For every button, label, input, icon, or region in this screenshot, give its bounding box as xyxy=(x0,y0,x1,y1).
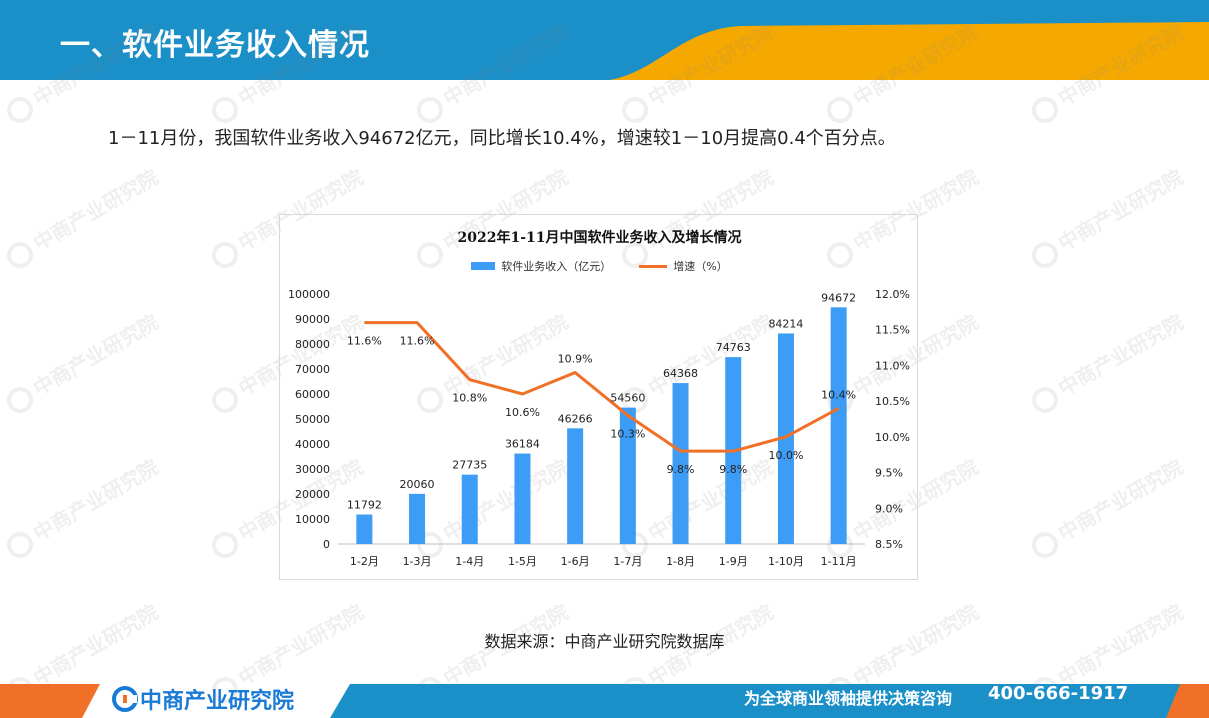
y-left-tick-label: 0 xyxy=(323,538,330,551)
bar-revenue xyxy=(567,428,584,544)
growth-value-label: 9.8% xyxy=(719,463,747,476)
x-tick-label: 1-6月 xyxy=(561,555,590,568)
bar-revenue xyxy=(619,407,636,544)
watermark-text: 中商产业研究院 xyxy=(1054,455,1187,546)
footer-slogan: 为全球商业领袖提供决策咨询 xyxy=(744,689,953,708)
growth-value-label: 9.8% xyxy=(667,463,695,476)
bar-value-label: 54560 xyxy=(610,392,645,405)
y-right-tick-label: 12.0% xyxy=(875,288,910,301)
company-logo-icon xyxy=(112,686,138,712)
growth-value-label: 10.3% xyxy=(610,427,645,440)
header-banner: 一、软件业务收入情况 xyxy=(0,0,1209,80)
watermark-text: 中商产业研究院 xyxy=(29,165,162,256)
x-tick-label: 1-3月 xyxy=(403,555,432,568)
bar-value-label: 11792 xyxy=(347,499,382,512)
chart-container: 2022年1-11月中国软件业务收入及增长情况 软件业务收入（亿元） 增速（%）… xyxy=(279,214,918,580)
y-left-tick-label: 60000 xyxy=(295,388,330,401)
watermark: 中商产业研究院 xyxy=(6,310,162,413)
watermark: 中商产业研究院 xyxy=(6,455,162,558)
watermark: 中商产业研究院 xyxy=(6,165,162,268)
x-tick-label: 1-10月 xyxy=(768,555,804,568)
bar-value-label: 74763 xyxy=(716,341,751,354)
x-tick-label: 1-4月 xyxy=(455,555,484,568)
bar-value-label: 84214 xyxy=(768,317,803,330)
y-right-tick-label: 8.5% xyxy=(875,538,903,551)
chart-legend: 软件业务收入（亿元） 增速（%） xyxy=(280,258,919,274)
y-left-tick-label: 50000 xyxy=(295,413,330,426)
watermark-text: 中商产业研究院 xyxy=(29,455,162,546)
footer-banner xyxy=(0,680,1209,718)
bar-value-label: 46266 xyxy=(558,412,593,425)
y-left-tick-label: 80000 xyxy=(295,338,330,351)
legend-label-revenue: 软件业务收入（亿元） xyxy=(501,260,612,273)
x-tick-label: 1-7月 xyxy=(613,555,642,568)
watermark: 中商产业研究院 xyxy=(1032,310,1187,413)
bar-revenue xyxy=(672,383,689,544)
legend-label-growth: 增速（%） xyxy=(673,260,728,273)
intro-paragraph: 1－11月份，我国软件业务收入94672亿元，同比增长10.4%，增速较1－10… xyxy=(108,128,896,149)
bar-revenue xyxy=(409,493,426,544)
y-right-tick-label: 10.5% xyxy=(875,395,910,408)
footer-background xyxy=(0,684,1209,718)
watermark-text: 中商产业研究院 xyxy=(1054,165,1187,256)
y-right-tick-label: 10.0% xyxy=(875,431,910,444)
growth-line xyxy=(364,321,840,453)
bar-value-label: 20060 xyxy=(400,478,435,491)
growth-value-label: 10.0% xyxy=(768,449,803,462)
y-right-tick-label: 11.0% xyxy=(875,359,910,372)
page-title: 一、软件业务收入情况 xyxy=(60,28,370,63)
data-source: 数据来源：中商产业研究院数据库 xyxy=(484,632,725,651)
y-left-tick-label: 40000 xyxy=(295,438,330,451)
bar-revenue xyxy=(777,333,794,544)
y-left-tick-label: 100000 xyxy=(288,288,330,301)
y-right-tick-label: 9.5% xyxy=(875,467,903,480)
growth-value-label: 10.6% xyxy=(505,406,540,419)
y-right-tick-label: 9.0% xyxy=(875,502,903,515)
bar-revenue xyxy=(514,453,531,544)
growth-value-label: 11.6% xyxy=(400,335,435,348)
y-left-tick-label: 30000 xyxy=(295,463,330,476)
header-background xyxy=(0,0,1209,80)
bar-value-label: 94672 xyxy=(821,291,856,304)
company-logo-text: 中商产业研究院 xyxy=(140,689,295,714)
y-left-tick-label: 90000 xyxy=(295,313,330,326)
growth-value-label: 10.4% xyxy=(821,388,856,401)
legend-line-swatch xyxy=(639,264,668,268)
growth-value-label: 11.6% xyxy=(347,335,382,348)
bar-revenue xyxy=(830,307,847,544)
watermark-text: 中商产业研究院 xyxy=(29,310,162,401)
x-tick-label: 1-11月 xyxy=(821,555,857,568)
bar-revenue xyxy=(356,514,373,544)
footer-phone: 400-666-1917 xyxy=(988,683,1129,704)
x-tick-label: 1-9月 xyxy=(719,555,748,568)
bar-revenue xyxy=(461,474,478,544)
bar-value-label: 36184 xyxy=(505,438,540,451)
x-tick-label: 1-2月 xyxy=(350,555,379,568)
legend-item-revenue: 软件业务收入（亿元） xyxy=(471,258,611,274)
y-left-tick-label: 70000 xyxy=(295,363,330,376)
watermark-text: 中商产业研究院 xyxy=(1054,310,1187,401)
y-left-tick-label: 20000 xyxy=(295,488,330,501)
bar-value-label: 27735 xyxy=(452,459,487,472)
y-left-tick-label: 10000 xyxy=(295,513,330,526)
watermark: 中商产业研究院 xyxy=(1032,455,1187,558)
y-right-tick-label: 11.5% xyxy=(875,324,910,337)
chart-title: 2022年1-11月中国软件业务收入及增长情况 xyxy=(457,230,742,246)
growth-value-label: 10.8% xyxy=(452,392,487,405)
chart-plot: 0 10000 20000 30000 40000 50000 60000 70000 8000… xyxy=(288,288,910,568)
watermark: 中商产业研究院 xyxy=(1032,165,1187,268)
x-tick-label: 1-8月 xyxy=(666,555,695,568)
x-tick-label: 1-5月 xyxy=(508,555,537,568)
legend-bar-swatch xyxy=(471,262,496,270)
legend-item-growth: 增速（%） xyxy=(639,258,728,274)
bar-value-label: 64368 xyxy=(663,367,698,380)
growth-value-label: 10.9% xyxy=(558,353,593,366)
